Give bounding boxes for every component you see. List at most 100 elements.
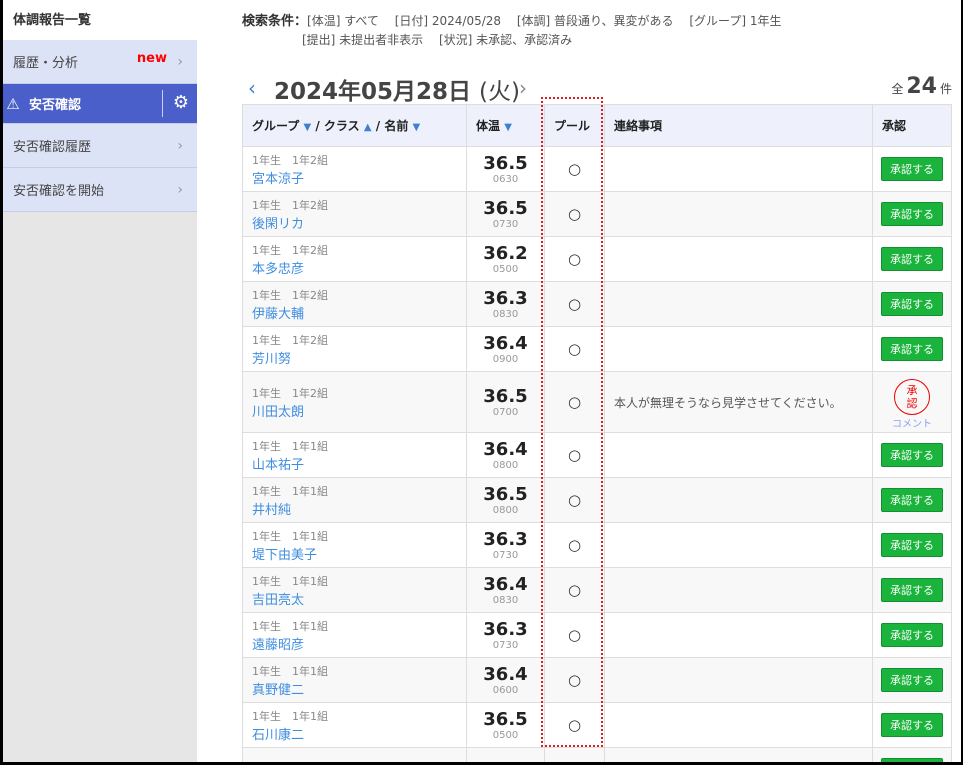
student-name-link[interactable]: 本多忠彦 — [252, 261, 305, 277]
sidebar-item-start-safety-check[interactable]: 安否確認を開始 › — [3, 168, 197, 212]
warning-icon: ⚠ — [6, 94, 20, 113]
sidebar: 体調報告一覧 履歴・分析 new › ⚠ 安否確認 ⚙ 安否確認履歴 › 安否確… — [3, 0, 197, 762]
count-value: 24 — [906, 74, 937, 99]
prev-day-button[interactable]: ‹ — [248, 76, 256, 100]
student-name-link[interactable]: 真野健二 — [252, 682, 305, 698]
divider — [162, 90, 163, 117]
student-name-link[interactable]: 宮本涼子 — [252, 171, 305, 187]
sort-desc-icon[interactable]: ▼ — [303, 122, 312, 133]
sidebar-item-safety-history[interactable]: 安否確認履歴 › — [3, 124, 197, 168]
student-name-link[interactable]: 川田太朗 — [252, 404, 305, 420]
column-header-approve: 承認 — [872, 104, 952, 147]
pool-cell: ○ — [544, 236, 605, 282]
count-prefix: 全 — [891, 82, 904, 96]
approve-cell: 承認する — [872, 191, 952, 237]
notes-cell — [604, 612, 873, 658]
measure-time: 0630 — [492, 173, 519, 185]
approve-cell: 承認する — [872, 281, 952, 327]
student-name-link[interactable]: 後閑リカ — [252, 216, 305, 232]
date-text: 2024年05月28日 — [274, 79, 472, 105]
student-name-link[interactable]: 芳川努 — [252, 351, 292, 367]
temp-cell: 36.4 — [466, 747, 545, 762]
approve-button[interactable]: 承認する — [881, 443, 943, 467]
sort-class[interactable]: クラス — [323, 119, 360, 133]
sort-group[interactable]: グループ — [252, 119, 300, 133]
table-row: 1年生 1年2組 川田太朗 36.5 0700 ○ 本人が無理そうなら見学させてくだ… — [242, 371, 952, 433]
grade: 1年生 — [252, 243, 281, 257]
student-name-link[interactable]: 伊藤大輔 — [252, 306, 305, 322]
temp-cell: 36.2 0500 — [466, 236, 545, 282]
student-name-link[interactable]: 山本祐子 — [252, 457, 305, 473]
sort-temp[interactable]: 体温 — [476, 119, 501, 133]
approve-button[interactable]: 承認する — [881, 157, 943, 181]
measure-time: 0730 — [492, 549, 519, 561]
student-name-link[interactable]: 井村純 — [252, 502, 292, 518]
sidebar-item-label: 安否確認履歴 — [13, 140, 92, 155]
next-day-button[interactable]: › — [519, 76, 527, 100]
approve-button[interactable]: 承認する — [881, 668, 943, 692]
gear-icon[interactable]: ⚙ — [172, 92, 189, 113]
notes-cell — [604, 567, 873, 613]
sort-desc-icon[interactable]: ▼ — [504, 122, 512, 133]
group-class: 1年生 1年1組 — [252, 708, 457, 724]
class: 1年2組 — [292, 153, 328, 167]
sidebar-item-label: 履歴・分析 — [13, 56, 79, 71]
approve-cell: 承認する — [872, 432, 952, 478]
stamp-text: 認 — [906, 396, 918, 410]
grade: 1年生 — [252, 664, 281, 678]
class: 1年1組 — [292, 664, 328, 678]
student-name-link[interactable]: 堤下由美子 — [252, 547, 318, 563]
student-name-link[interactable]: 石川康二 — [252, 727, 305, 743]
notes-cell — [604, 522, 873, 568]
approve-button[interactable]: 承認する — [881, 533, 943, 557]
table-row: 1年生 1年1組 吉田亮太 36.4 0830 ○ 承認する — [242, 567, 952, 613]
temperature: 36.5 — [483, 152, 528, 174]
temp-cell: 36.3 0830 — [466, 281, 545, 327]
table-row: 1年生 1年1組 堤下由美子 36.3 0730 ○ 承認する — [242, 522, 952, 568]
approve-button[interactable]: 承認する — [881, 713, 943, 737]
student-name-link[interactable]: 遠藤昭彦 — [252, 637, 305, 653]
comment-link[interactable]: コメント — [892, 418, 932, 430]
student-cell: 1年生 1年1組真野健二 — [242, 657, 467, 703]
approve-button[interactable]: 承認する — [881, 247, 943, 271]
total-count: 全 24 件 — [891, 74, 952, 99]
pool-cell — [544, 747, 605, 762]
student-cell: 1年生 1年2組 後閑リカ — [242, 191, 467, 237]
sort-asc-icon[interactable]: ▲ — [363, 122, 372, 133]
pool-cell: ○ — [544, 326, 605, 372]
sort-name[interactable]: 名前 — [384, 119, 409, 133]
approve-button[interactable]: 承認する — [881, 202, 943, 226]
sort-desc-icon[interactable]: ▼ — [412, 122, 421, 133]
student-cell: 1年生 1年1組 堤下由美子 — [242, 522, 467, 568]
approve-button[interactable]: 承認する — [881, 758, 943, 762]
approve-button[interactable]: 承認する — [881, 578, 943, 602]
table-row: 1年生 1年1組 井村純 36.5 0800 ○ 承認する — [242, 477, 952, 523]
group-class: 1年生 1年2組 — [252, 385, 457, 401]
sidebar-item-safety-check[interactable]: ⚠ 安否確認 ⚙ — [3, 84, 197, 124]
temperature: 36.4 — [483, 438, 528, 460]
column-header-group-class-name: グループ ▼ / クラス ▲ / 名前 ▼ — [242, 104, 467, 147]
student-cell: 1年生 1年1組 吉田亮太 — [242, 567, 467, 613]
notes-cell — [604, 657, 873, 703]
approve-button[interactable]: 承認する — [881, 488, 943, 512]
weekday: (火) — [479, 79, 520, 105]
stamp-text: 承 — [906, 383, 918, 397]
column-header-temp: 体温 ▼ — [466, 104, 545, 147]
group-class: 1年生 1年1組 — [252, 438, 457, 454]
approve-button[interactable]: 承認する — [881, 623, 943, 647]
temperature: 36.5 — [483, 385, 528, 407]
class: 1年1組 — [292, 529, 328, 543]
temp-cell: 36.3 0730 — [466, 522, 545, 568]
temperature: 36.3 — [483, 618, 528, 640]
student-name-link[interactable]: 吉田亮太 — [252, 592, 305, 608]
pool-cell: ○ — [544, 657, 605, 703]
measure-time: 0730 — [492, 218, 519, 230]
app-window: 体調報告一覧 履歴・分析 new › ⚠ 安否確認 ⚙ 安否確認履歴 › 安否確… — [3, 0, 961, 762]
class: 1年2組 — [292, 333, 328, 347]
approve-button[interactable]: 承認する — [881, 337, 943, 361]
date-navigation: ‹ 2024年05月28日 (火) › 全 24 件 — [242, 72, 952, 105]
notes-cell — [604, 236, 873, 282]
approve-button[interactable]: 承認する — [881, 292, 943, 316]
table-row: 1年生 1年2組 宮本涼子 36.5 0630 ○ 承認する — [242, 146, 952, 192]
sidebar-item-history-analysis[interactable]: 履歴・分析 new › — [3, 40, 197, 84]
